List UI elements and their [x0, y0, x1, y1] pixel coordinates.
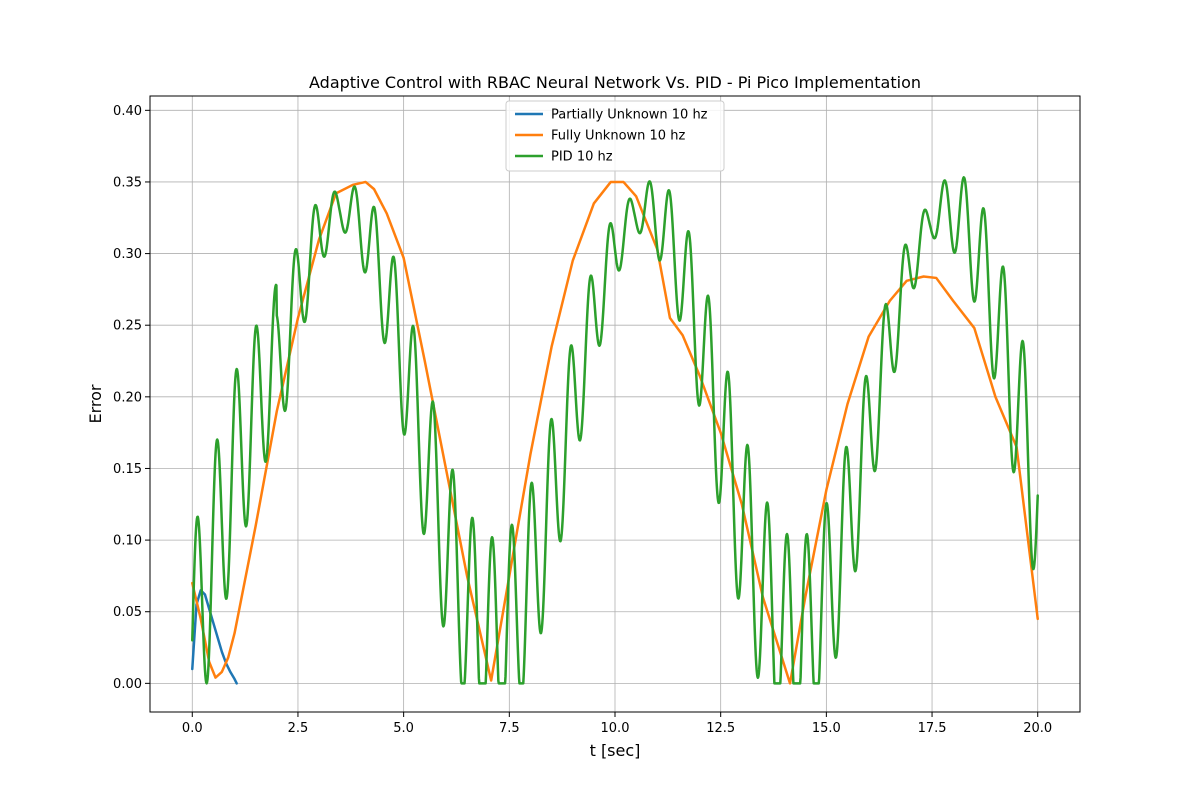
x-tick-label: 10.0: [601, 721, 630, 736]
series-line-3: [191, 176, 1039, 685]
x-tick-label: 7.5: [499, 721, 520, 736]
x-axis: 0.0 2.5 5.0 7.5 10.0 12.5 15.0 17.5 20.0: [182, 712, 1052, 736]
x-tick-label: 5.0: [393, 721, 414, 736]
y-tick-label: 0.35: [113, 175, 142, 190]
legend-box: [505, 100, 725, 172]
y-axis: 0.00 0.05 0.10 0.15 0.20 0.25 0.30 0.35 0.40: [113, 104, 150, 692]
y-tick-label: 0.40: [113, 104, 142, 119]
x-tick-label: 12.5: [706, 721, 735, 736]
legend-label-3: PID 10 hz: [551, 150, 613, 165]
chart-title: Adaptive Control with RBAC Neural Networ…: [309, 73, 921, 92]
series-layer: [191, 176, 1039, 685]
x-tick-label: 2.5: [288, 721, 309, 736]
grid: [150, 96, 1080, 712]
x-tick-label: 0.0: [182, 721, 203, 736]
y-tick-label: 0.30: [113, 247, 142, 262]
x-tick-label: 20.0: [1023, 721, 1052, 736]
y-tick-label: 0.25: [113, 319, 142, 334]
y-tick-label: 0.20: [113, 390, 142, 405]
legend: Partially Unknown 10 hz Fully Unknown 10 …: [505, 100, 725, 172]
y-tick-label: 0.00: [113, 677, 142, 692]
x-axis-label: t [sec]: [590, 741, 641, 760]
x-tick-label: 17.5: [918, 721, 947, 736]
x-tick-label: 15.0: [812, 721, 841, 736]
y-tick-label: 0.15: [113, 462, 142, 477]
legend-label-2: Fully Unknown 10 hz: [551, 129, 685, 144]
y-axis-label: Error: [86, 384, 105, 423]
y-tick-label: 0.05: [113, 605, 142, 620]
legend-label-1: Partially Unknown 10 hz: [551, 108, 708, 123]
series-line-1: [191, 588, 238, 685]
y-tick-label: 0.10: [113, 534, 142, 549]
